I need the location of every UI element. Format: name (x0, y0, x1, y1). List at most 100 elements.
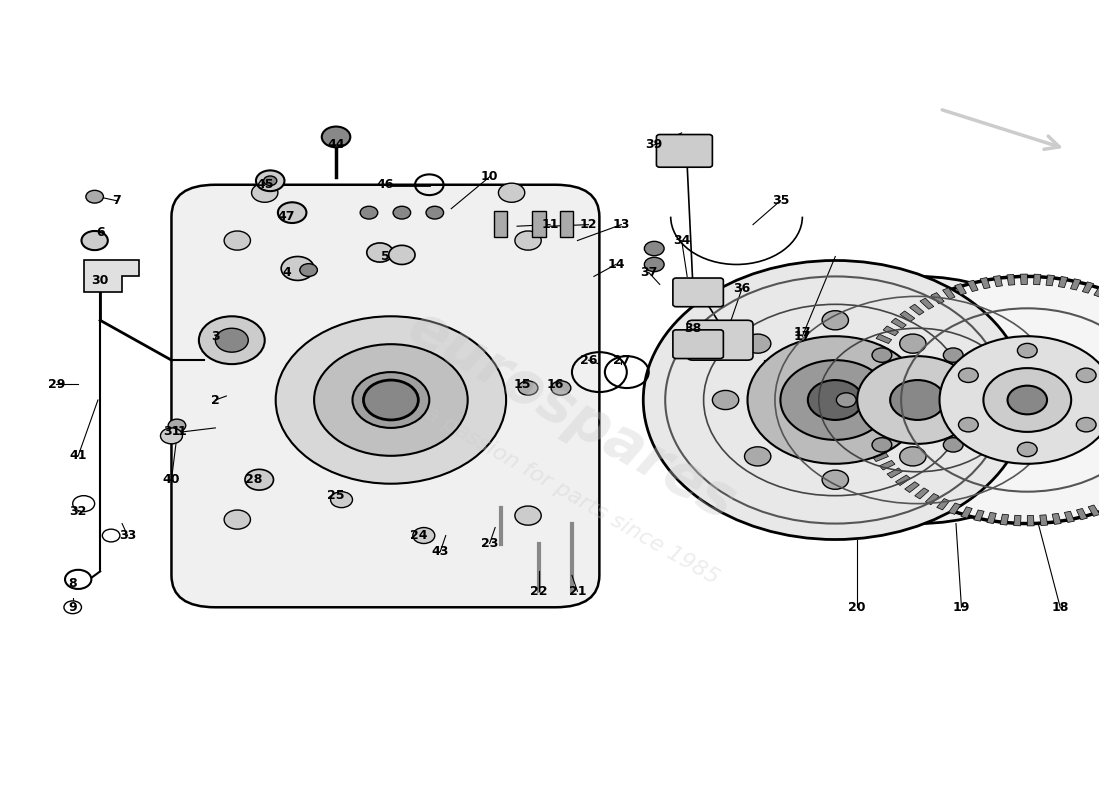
Circle shape (388, 246, 415, 265)
Polygon shape (856, 418, 871, 425)
Polygon shape (931, 293, 944, 304)
Text: 38: 38 (684, 322, 702, 334)
Circle shape (944, 438, 964, 452)
Polygon shape (870, 343, 886, 352)
Polygon shape (895, 475, 911, 486)
Circle shape (822, 470, 848, 490)
Polygon shape (1088, 505, 1100, 516)
Text: 27: 27 (613, 354, 630, 366)
Polygon shape (887, 468, 902, 478)
Polygon shape (948, 503, 960, 514)
Polygon shape (955, 284, 967, 295)
FancyBboxPatch shape (657, 134, 713, 167)
Polygon shape (1021, 274, 1027, 285)
Polygon shape (1046, 275, 1055, 286)
Bar (560, 211, 573, 237)
Bar (494, 211, 507, 237)
Text: 46: 46 (376, 178, 394, 191)
Text: 40: 40 (163, 474, 180, 486)
Text: 47: 47 (278, 210, 296, 223)
Circle shape (900, 334, 926, 353)
Text: 5: 5 (381, 250, 389, 263)
Circle shape (64, 601, 81, 614)
Polygon shape (980, 278, 990, 289)
Polygon shape (1070, 278, 1081, 290)
Text: a passion for parts since 1985: a passion for parts since 1985 (421, 403, 723, 589)
Polygon shape (855, 409, 869, 415)
Circle shape (890, 380, 945, 420)
Text: 35: 35 (772, 194, 789, 207)
Text: 18: 18 (1052, 601, 1069, 614)
Text: 23: 23 (481, 537, 498, 550)
Circle shape (958, 418, 978, 432)
Circle shape (168, 419, 186, 432)
Circle shape (360, 206, 377, 219)
Text: 39: 39 (646, 138, 663, 151)
Polygon shape (974, 510, 984, 522)
Polygon shape (1082, 282, 1093, 294)
Circle shape (264, 176, 277, 186)
Polygon shape (993, 275, 1002, 286)
Text: 36: 36 (734, 282, 750, 295)
Polygon shape (872, 453, 889, 462)
Bar (532, 211, 546, 237)
Circle shape (872, 438, 892, 452)
Text: 15: 15 (514, 378, 531, 390)
Text: 22: 22 (530, 585, 548, 598)
Circle shape (331, 492, 352, 508)
Text: 10: 10 (481, 170, 498, 183)
Text: 17: 17 (793, 326, 811, 338)
Circle shape (366, 243, 393, 262)
Circle shape (256, 170, 285, 191)
Text: 32: 32 (69, 505, 87, 518)
Text: 8: 8 (68, 577, 77, 590)
Polygon shape (859, 427, 874, 434)
Circle shape (958, 368, 978, 382)
Circle shape (807, 380, 862, 420)
Text: 41: 41 (69, 450, 87, 462)
Circle shape (979, 393, 999, 407)
Polygon shape (1034, 274, 1041, 285)
Polygon shape (865, 352, 880, 360)
Circle shape (713, 390, 739, 410)
Text: 33: 33 (119, 529, 136, 542)
Polygon shape (1014, 515, 1021, 526)
Circle shape (645, 258, 664, 272)
Circle shape (932, 390, 958, 410)
Polygon shape (854, 390, 869, 395)
Polygon shape (1053, 514, 1062, 525)
Circle shape (300, 264, 318, 277)
Circle shape (900, 447, 926, 466)
Polygon shape (910, 304, 924, 315)
Circle shape (518, 381, 538, 395)
Circle shape (363, 380, 418, 420)
Circle shape (983, 368, 1071, 432)
Circle shape (86, 190, 103, 203)
Circle shape (224, 231, 251, 250)
Circle shape (322, 126, 350, 147)
Circle shape (1076, 368, 1096, 382)
Polygon shape (867, 444, 883, 453)
Text: 13: 13 (613, 218, 630, 231)
Text: 6: 6 (96, 226, 104, 239)
FancyBboxPatch shape (172, 185, 600, 607)
Circle shape (748, 336, 923, 464)
Circle shape (352, 372, 429, 428)
Circle shape (161, 428, 183, 444)
Circle shape (872, 348, 892, 362)
Circle shape (102, 529, 120, 542)
Text: 17: 17 (793, 330, 811, 342)
Circle shape (1076, 418, 1096, 432)
Text: 37: 37 (640, 266, 658, 279)
FancyBboxPatch shape (673, 330, 724, 358)
Text: 45: 45 (256, 178, 274, 191)
Circle shape (515, 506, 541, 525)
Text: 3: 3 (211, 330, 220, 342)
Polygon shape (1027, 515, 1034, 526)
Circle shape (498, 183, 525, 202)
Text: 21: 21 (569, 585, 586, 598)
Polygon shape (1065, 511, 1075, 522)
Circle shape (1018, 343, 1037, 358)
Polygon shape (84, 261, 139, 292)
Polygon shape (862, 436, 878, 443)
